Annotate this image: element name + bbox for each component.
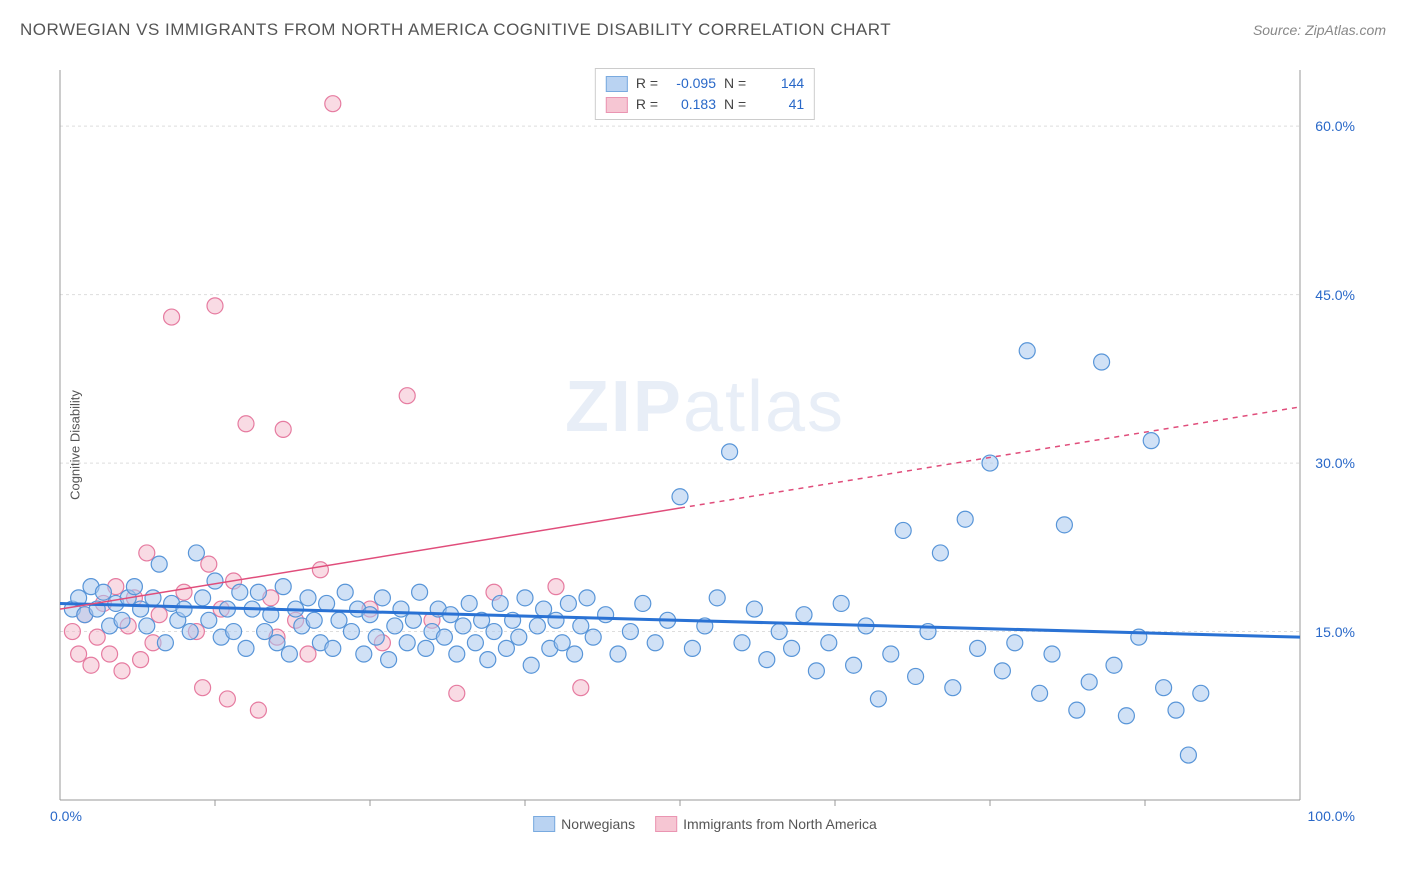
stats-row-series2: R = 0.183 N = 41 [606, 94, 804, 115]
swatch-series2 [606, 97, 628, 113]
chart-area: Cognitive Disability ZIPatlas R = -0.095… [50, 60, 1360, 830]
scatter-plot [50, 60, 1360, 830]
legend-swatch-series2 [655, 816, 677, 832]
correlation-stats-box: R = -0.095 N = 144 R = 0.183 N = 41 [595, 68, 815, 120]
chart-header: NORWEGIAN VS IMMIGRANTS FROM NORTH AMERI… [20, 20, 1386, 40]
source-attribution: Source: ZipAtlas.com [1253, 22, 1386, 38]
legend: Norwegians Immigrants from North America [533, 816, 877, 832]
stats-row-series1: R = -0.095 N = 144 [606, 73, 804, 94]
legend-swatch-series1 [533, 816, 555, 832]
y-tick-label: 45.0% [1315, 287, 1355, 303]
y-tick-label: 60.0% [1315, 118, 1355, 134]
legend-item-series1: Norwegians [533, 816, 635, 832]
y-tick-label: 15.0% [1315, 624, 1355, 640]
x-tick-label: 0.0% [50, 808, 82, 824]
legend-item-series2: Immigrants from North America [655, 816, 877, 832]
chart-title: NORWEGIAN VS IMMIGRANTS FROM NORTH AMERI… [20, 20, 891, 40]
y-tick-label: 30.0% [1315, 455, 1355, 471]
swatch-series1 [606, 76, 628, 92]
x-tick-label: 100.0% [1308, 808, 1355, 824]
